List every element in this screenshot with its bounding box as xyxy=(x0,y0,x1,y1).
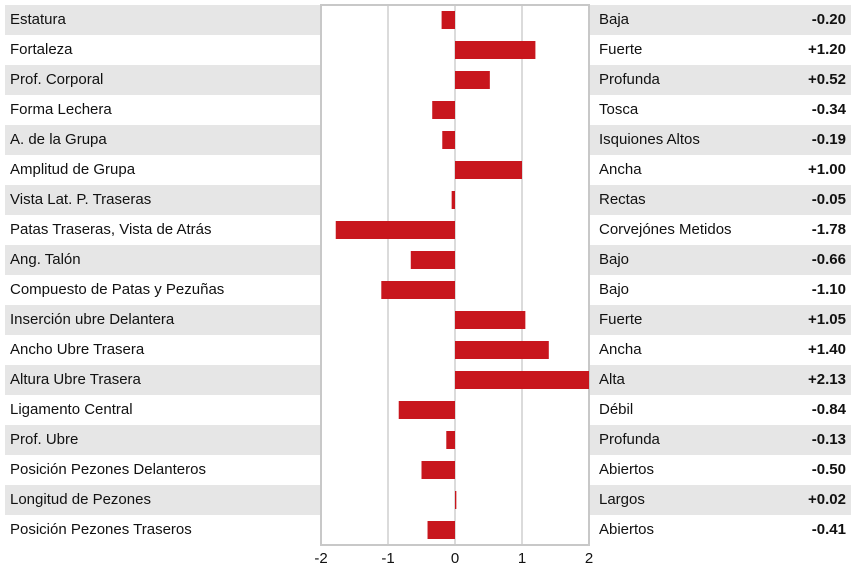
x-tick-label: -1 xyxy=(381,550,394,567)
bar xyxy=(455,71,490,89)
value-label: -1.10 xyxy=(812,281,846,298)
category-label: Amplitud de Grupa xyxy=(10,161,136,178)
descriptor-label: Ancha xyxy=(599,161,642,178)
row-band xyxy=(589,245,851,275)
value-label: +2.13 xyxy=(808,371,846,388)
row-band xyxy=(5,485,321,515)
row-band xyxy=(5,5,321,35)
x-tick-label: -2 xyxy=(314,550,327,567)
value-label: -0.84 xyxy=(812,401,847,418)
bar xyxy=(455,341,549,359)
row-band xyxy=(589,65,851,95)
descriptor-label: Baja xyxy=(599,11,630,28)
descriptor-label: Ancha xyxy=(599,341,642,358)
category-label: Compuesto de Patas y Pezuñas xyxy=(10,281,224,298)
descriptor-label: Alta xyxy=(599,371,626,388)
category-label: Patas Traseras, Vista de Atrás xyxy=(10,221,212,238)
bar xyxy=(398,401,455,419)
row-band xyxy=(589,125,851,155)
bar xyxy=(455,311,526,329)
category-label: Prof. Ubre xyxy=(10,431,78,448)
category-label: A. de la Grupa xyxy=(10,131,107,148)
descriptor-label: Profunda xyxy=(599,431,661,448)
row-band xyxy=(589,485,851,515)
value-label: -0.34 xyxy=(812,101,847,118)
row-band xyxy=(589,425,851,455)
category-label: Ang. Talón xyxy=(10,251,81,268)
bar xyxy=(410,251,455,269)
bar xyxy=(432,101,455,119)
value-label: +0.02 xyxy=(808,491,846,508)
value-label: +1.20 xyxy=(808,41,846,58)
row-band xyxy=(5,425,321,455)
row-band xyxy=(5,65,321,95)
bar xyxy=(446,431,455,449)
x-tick-label: 2 xyxy=(585,550,593,567)
value-label: -0.05 xyxy=(812,191,846,208)
value-label: -0.66 xyxy=(812,251,846,268)
value-label: +0.52 xyxy=(808,71,846,88)
value-label: -0.19 xyxy=(812,131,846,148)
x-tick-label: 0 xyxy=(451,550,459,567)
value-label: -0.13 xyxy=(812,431,846,448)
value-label: +1.40 xyxy=(808,341,846,358)
bar xyxy=(441,11,455,29)
value-label: -0.41 xyxy=(812,521,846,538)
row-band xyxy=(589,305,851,335)
descriptor-label: Fuerte xyxy=(599,311,642,328)
category-label: Vista Lat. P. Traseras xyxy=(10,191,151,208)
bar xyxy=(427,521,455,539)
category-label: Posición Pezones Delanteros xyxy=(10,461,206,478)
descriptor-label: Bajo xyxy=(599,251,629,268)
descriptor-label: Isquiones Altos xyxy=(599,131,700,148)
value-label: +1.00 xyxy=(808,161,846,178)
bar xyxy=(455,371,589,389)
x-tick-label: 1 xyxy=(518,550,526,567)
descriptor-label: Profunda xyxy=(599,71,661,88)
bar xyxy=(455,41,536,59)
bar xyxy=(421,461,455,479)
category-label: Estatura xyxy=(10,11,67,28)
row-band xyxy=(5,365,321,395)
value-label: -0.50 xyxy=(812,461,846,478)
row-band xyxy=(5,305,321,335)
category-label: Prof. Corporal xyxy=(10,71,103,88)
row-band xyxy=(5,245,321,275)
value-label: +1.05 xyxy=(808,311,846,328)
bar xyxy=(455,491,457,509)
category-label: Inserción ubre Delantera xyxy=(10,311,175,328)
descriptor-label: Abiertos xyxy=(599,521,654,538)
bars xyxy=(335,11,589,539)
category-label: Altura Ubre Trasera xyxy=(10,371,142,388)
descriptor-label: Bajo xyxy=(599,281,629,298)
row-band xyxy=(5,125,321,155)
value-label: -1.78 xyxy=(812,221,846,238)
category-label: Forma Lechera xyxy=(10,101,112,118)
category-label: Fortaleza xyxy=(10,41,73,58)
category-label: Ligamento Central xyxy=(10,401,133,418)
value-label: -0.20 xyxy=(812,11,846,28)
descriptor-label: Débil xyxy=(599,401,633,418)
descriptor-label: Fuerte xyxy=(599,41,642,58)
category-label: Longitud de Pezones xyxy=(10,491,151,508)
descriptor-label: Rectas xyxy=(599,191,646,208)
row-band xyxy=(589,365,851,395)
bar xyxy=(335,221,455,239)
bar xyxy=(381,281,455,299)
row-band xyxy=(589,185,851,215)
row-band xyxy=(589,5,851,35)
bar xyxy=(451,191,455,209)
bar xyxy=(442,131,455,149)
descriptor-label: Corvejónes Metidos xyxy=(599,221,732,238)
row-band xyxy=(5,185,321,215)
bar xyxy=(455,161,522,179)
category-label: Posición Pezones Traseros xyxy=(10,521,192,538)
descriptor-label: Tosca xyxy=(599,101,639,118)
category-label: Ancho Ubre Trasera xyxy=(10,341,145,358)
descriptor-label: Abiertos xyxy=(599,461,654,478)
descriptor-label: Largos xyxy=(599,491,645,508)
plot-frame xyxy=(320,4,590,546)
